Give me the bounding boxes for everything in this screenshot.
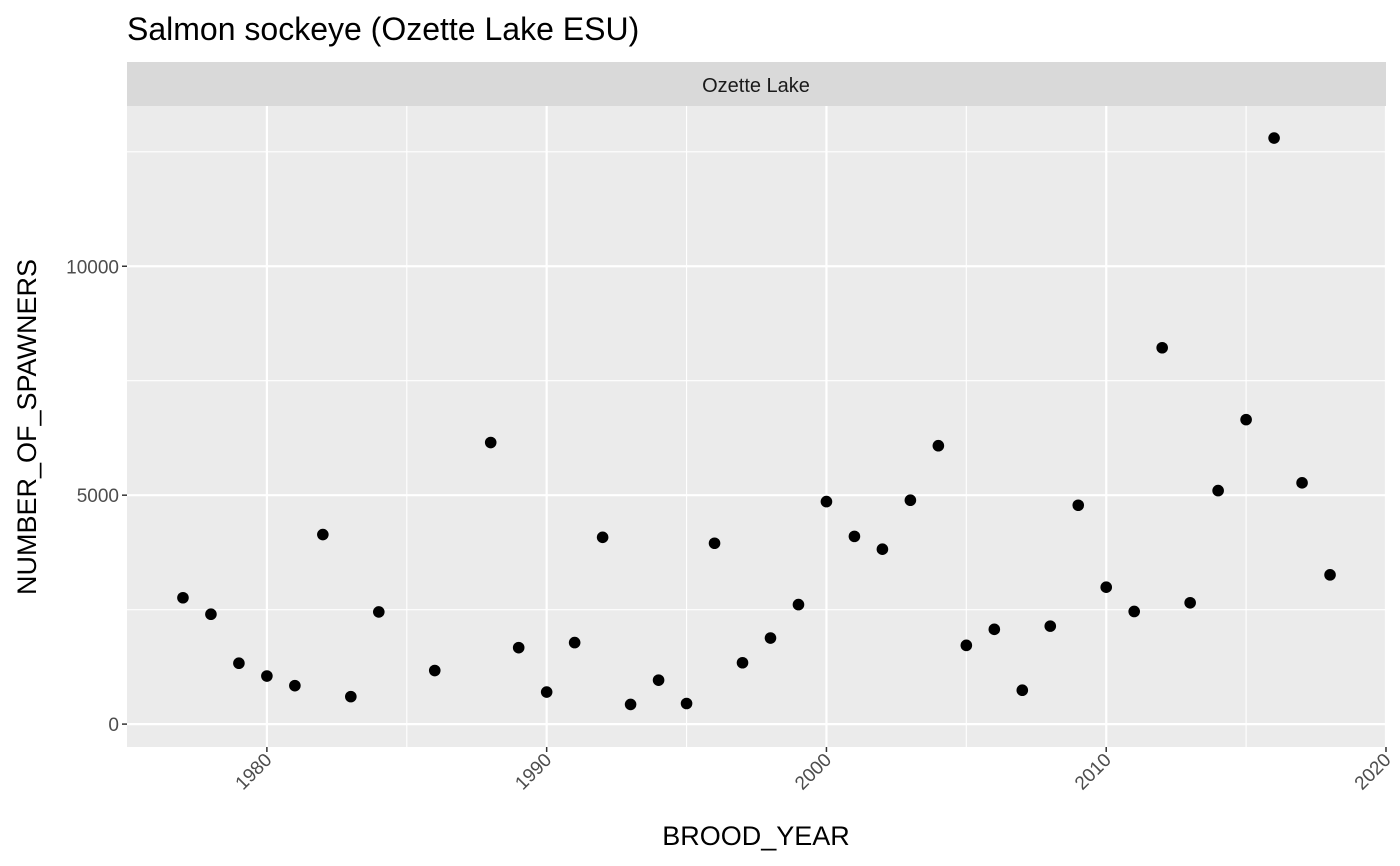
plot-panel: [127, 106, 1386, 747]
data-point: [905, 494, 917, 506]
data-point: [485, 437, 497, 449]
data-point: [597, 532, 609, 544]
data-point: [793, 599, 805, 611]
data-point: [373, 606, 385, 618]
data-point: [877, 543, 889, 555]
data-point: [1184, 597, 1196, 609]
data-point: [737, 657, 749, 669]
data-point: [1156, 342, 1168, 354]
data-point: [1044, 620, 1056, 632]
data-point: [541, 686, 553, 698]
data-point: [625, 699, 637, 711]
y-axis-ticks: 0 5000 10000: [66, 257, 127, 736]
data-point: [261, 670, 273, 682]
x-tick-label: 2010: [1071, 750, 1116, 795]
data-point: [177, 592, 189, 604]
y-tick-label: 5000: [77, 486, 119, 507]
data-point: [933, 440, 945, 452]
data-point: [1240, 414, 1252, 426]
data-point: [345, 691, 357, 703]
data-point: [1324, 569, 1336, 581]
data-point: [989, 624, 1001, 636]
x-tick-label: 2000: [791, 750, 836, 795]
data-point: [513, 642, 525, 654]
x-tick-label: 1980: [232, 750, 277, 795]
data-point: [205, 608, 217, 620]
data-point: [233, 657, 245, 669]
data-point: [849, 531, 861, 543]
data-point: [1016, 684, 1028, 696]
data-point: [1100, 581, 1112, 593]
data-point: [765, 632, 777, 644]
x-axis-ticks: 1980 1990 2000 2010 2020: [232, 747, 1396, 794]
data-point: [429, 665, 441, 677]
y-tick-label: 0: [108, 715, 119, 736]
facet-label: Ozette Lake: [702, 75, 810, 97]
chart-title: Salmon sockeye (Ozette Lake ESU): [127, 11, 639, 47]
data-point: [1268, 132, 1280, 144]
x-tick-label: 2020: [1351, 750, 1396, 795]
data-point: [289, 680, 301, 692]
x-axis-title: BROOD_YEAR: [662, 821, 850, 851]
data-point: [681, 698, 693, 710]
data-point: [1212, 485, 1224, 497]
y-tick-label: 10000: [66, 257, 119, 278]
data-point: [821, 496, 833, 508]
data-point: [569, 637, 581, 649]
data-point: [1296, 477, 1308, 489]
data-point: [653, 674, 665, 686]
data-point: [961, 640, 973, 652]
data-point: [709, 537, 721, 549]
data-point: [1072, 499, 1084, 511]
y-axis-title: NUMBER_OF_SPAWNERS: [12, 259, 42, 595]
data-point: [317, 529, 329, 541]
x-tick-label: 1990: [511, 750, 556, 795]
data-point: [1128, 606, 1140, 618]
